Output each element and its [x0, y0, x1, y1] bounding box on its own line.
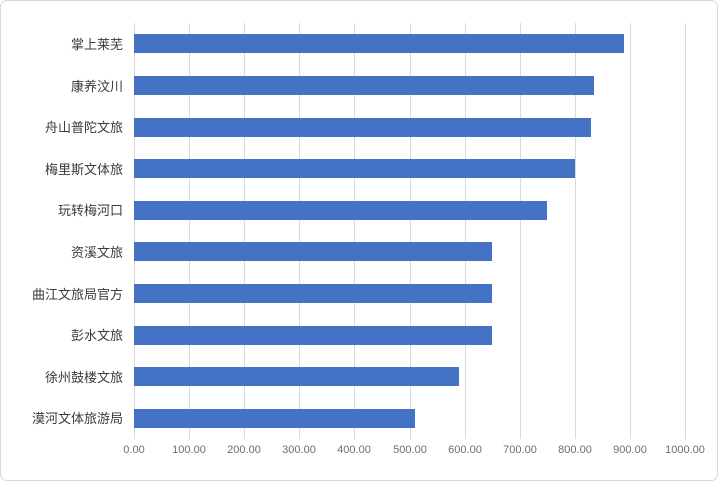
gridline — [244, 23, 245, 439]
bar-10 — [134, 409, 415, 428]
bar-5 — [134, 201, 547, 220]
x-tick-label: 400.00 — [337, 444, 371, 456]
bar-1 — [134, 34, 624, 53]
gridline — [465, 23, 466, 439]
gridline — [575, 23, 576, 439]
plot-area — [134, 23, 686, 439]
x-tick-label: 300.00 — [282, 444, 316, 456]
bar-3 — [134, 118, 591, 137]
bar-6 — [134, 242, 492, 261]
x-tick-label: 900.00 — [613, 444, 647, 456]
category-label: 资溪文旅 — [70, 245, 123, 261]
x-tick-label: 1000.00 — [665, 444, 705, 456]
x-tick-label: 700.00 — [503, 444, 537, 456]
category-label: 掌上莱芜 — [70, 37, 123, 53]
x-tick-label: 200.00 — [227, 444, 261, 456]
x-tick-label: 500.00 — [393, 444, 427, 456]
value-axis: 0.00 100.00 200.00 300.00 400.00 500.00 600.00… — [1, 444, 717, 460]
bar-9 — [134, 367, 459, 386]
x-tick-label: 800.00 — [558, 444, 592, 456]
bar-7 — [134, 284, 492, 303]
category-label: 徐州鼓楼文旅 — [44, 370, 123, 386]
gridline — [189, 23, 190, 439]
category-label: 漠河文体旅游局 — [31, 411, 123, 427]
gridline — [354, 23, 355, 439]
x-tick-label: 600.00 — [448, 444, 482, 456]
category-axis: 掌上莱芜康养汶川舟山普陀文旅 梅里斯文体旅玩转梅河口资溪文旅曲江文旅局官方彭水文旅… — [1, 23, 123, 439]
category-label: 舟山普陀文旅 — [44, 120, 123, 136]
gridline — [685, 23, 686, 439]
gridline — [410, 23, 411, 439]
category-label: 曲江文旅局官方 — [31, 287, 123, 303]
x-tick-label: 0.00 — [123, 444, 145, 456]
category-label: 彭水文旅 — [70, 328, 123, 344]
bar-2 — [134, 76, 594, 95]
category-label: 玩转梅河口 — [57, 203, 123, 219]
gridline — [520, 23, 521, 439]
gridline — [134, 23, 135, 439]
gridline — [630, 23, 631, 439]
bar-8 — [134, 326, 492, 345]
category-label: 梅里斯文体旅 — [44, 162, 123, 178]
x-tick-label: 100.00 — [172, 444, 206, 456]
gridline — [299, 23, 300, 439]
bar-4 — [134, 159, 575, 178]
category-label: 康养汶川 — [70, 79, 123, 95]
